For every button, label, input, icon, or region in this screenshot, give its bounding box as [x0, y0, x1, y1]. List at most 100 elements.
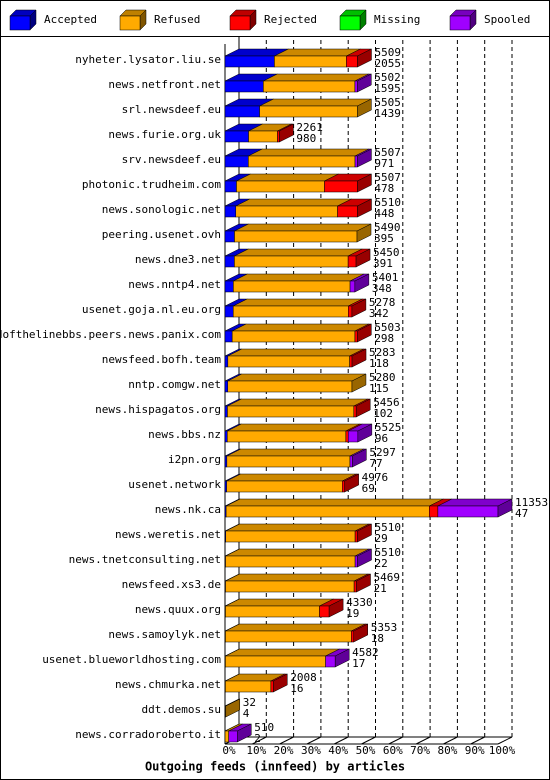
- category-label: usenet.goja.nl.eu.org: [82, 303, 221, 316]
- bar-segment: [227, 373, 367, 393]
- total-label: 5450: [373, 246, 400, 259]
- bar-side: [354, 273, 370, 293]
- bar: [437, 505, 499, 518]
- category-label: srv.newsdeef.eu: [122, 153, 221, 166]
- bar: [224, 255, 235, 268]
- bar: [225, 630, 352, 643]
- category-label: srl.newsdeef.eu: [122, 103, 221, 116]
- total-label: 4976: [362, 471, 389, 484]
- legend-label: Spooled: [484, 13, 530, 26]
- x-tick-label: 80%: [437, 744, 457, 757]
- bar: [225, 580, 355, 593]
- accepted-label: 1595: [374, 82, 401, 95]
- bar-top: [225, 598, 334, 607]
- bar-top: [227, 398, 368, 407]
- bar: [228, 730, 238, 743]
- accepted-label: 19: [346, 607, 359, 620]
- bar: [224, 355, 229, 368]
- bar: [225, 655, 326, 668]
- category-label: news.hispagatos.org: [95, 403, 221, 416]
- bar: [224, 280, 234, 293]
- bar: [351, 630, 354, 643]
- bar: [349, 455, 353, 468]
- bar: [263, 80, 356, 93]
- bar: [226, 480, 343, 493]
- accepted-label: 118: [369, 357, 389, 370]
- bar-top: [274, 48, 361, 57]
- bar: [354, 530, 358, 543]
- category-label: newsfeed.bofh.team: [102, 353, 222, 366]
- bar-top: [263, 73, 370, 82]
- accepted-label: 96: [375, 432, 388, 445]
- bar: [234, 255, 349, 268]
- bar: [225, 680, 272, 693]
- accepted-label: 980: [296, 132, 316, 145]
- bar-side: [357, 98, 372, 118]
- bar-top: [232, 323, 370, 332]
- bar: [234, 230, 358, 243]
- total-label: 2008: [290, 671, 317, 684]
- category-label: peering.usenet.ovh: [102, 228, 221, 241]
- tick-mark: [470, 736, 485, 745]
- total-label: 4582: [352, 646, 379, 659]
- bar: [337, 205, 358, 218]
- bar: [353, 580, 357, 593]
- bar-side: [497, 498, 513, 518]
- bar: [353, 405, 357, 418]
- bar-segment: [226, 473, 357, 493]
- bar: [224, 730, 229, 743]
- bar: [224, 430, 228, 443]
- bar-segment: [225, 548, 370, 568]
- bar-segment: [236, 173, 339, 193]
- bar: [224, 455, 228, 468]
- accepted-label: 391: [373, 257, 393, 270]
- bar: [274, 55, 347, 68]
- bar-side: [352, 448, 367, 468]
- bar: [259, 105, 358, 118]
- bar-segment: [235, 198, 352, 218]
- bar-top: [234, 223, 372, 232]
- bar-top: [226, 473, 357, 482]
- total-label: 11353: [515, 496, 548, 509]
- total-label: 4330: [346, 596, 373, 609]
- accepted-label: 21: [374, 582, 387, 595]
- bar: [224, 230, 235, 243]
- total-label: 5505: [374, 96, 401, 109]
- bar: [325, 655, 336, 668]
- accepted-label: 77: [369, 457, 382, 470]
- bar: [225, 605, 320, 618]
- category-label: ddt.demos.su: [142, 703, 221, 716]
- total-label: 5353: [371, 621, 398, 634]
- bar: [227, 380, 353, 393]
- accepted-label: 348: [372, 282, 392, 295]
- bar-side: [357, 198, 372, 218]
- x-tick-label: 90%: [465, 744, 485, 757]
- category-label: news.samoylyk.net: [108, 628, 221, 641]
- x-tick-label: 50%: [356, 744, 376, 757]
- total-label: 5283: [369, 346, 396, 359]
- x-tick-label: 40%: [328, 744, 348, 757]
- total-label: 5525: [375, 421, 402, 434]
- bar-top: [248, 148, 370, 157]
- bar: [227, 405, 355, 418]
- total-label: 32: [243, 696, 256, 709]
- bar: [346, 55, 358, 68]
- bar-side: [355, 398, 371, 418]
- accepted-label: 342: [369, 307, 389, 320]
- bar-top: [227, 373, 367, 382]
- bar: [225, 530, 356, 543]
- bar-segment: [234, 223, 372, 243]
- total-label: 5507: [374, 146, 401, 159]
- x-tick-label: 30%: [301, 744, 321, 757]
- accepted-label: 102: [373, 407, 393, 420]
- bar-top: [225, 523, 370, 532]
- bar-top: [226, 448, 365, 457]
- x-tick-label: 100%: [489, 744, 516, 757]
- bar-side: [351, 298, 367, 318]
- bar-top: [235, 198, 352, 207]
- bar: [224, 105, 260, 118]
- category-label: usenet.network: [128, 478, 221, 491]
- total-label: 5510: [374, 546, 401, 559]
- accepted-label: 17: [352, 657, 365, 670]
